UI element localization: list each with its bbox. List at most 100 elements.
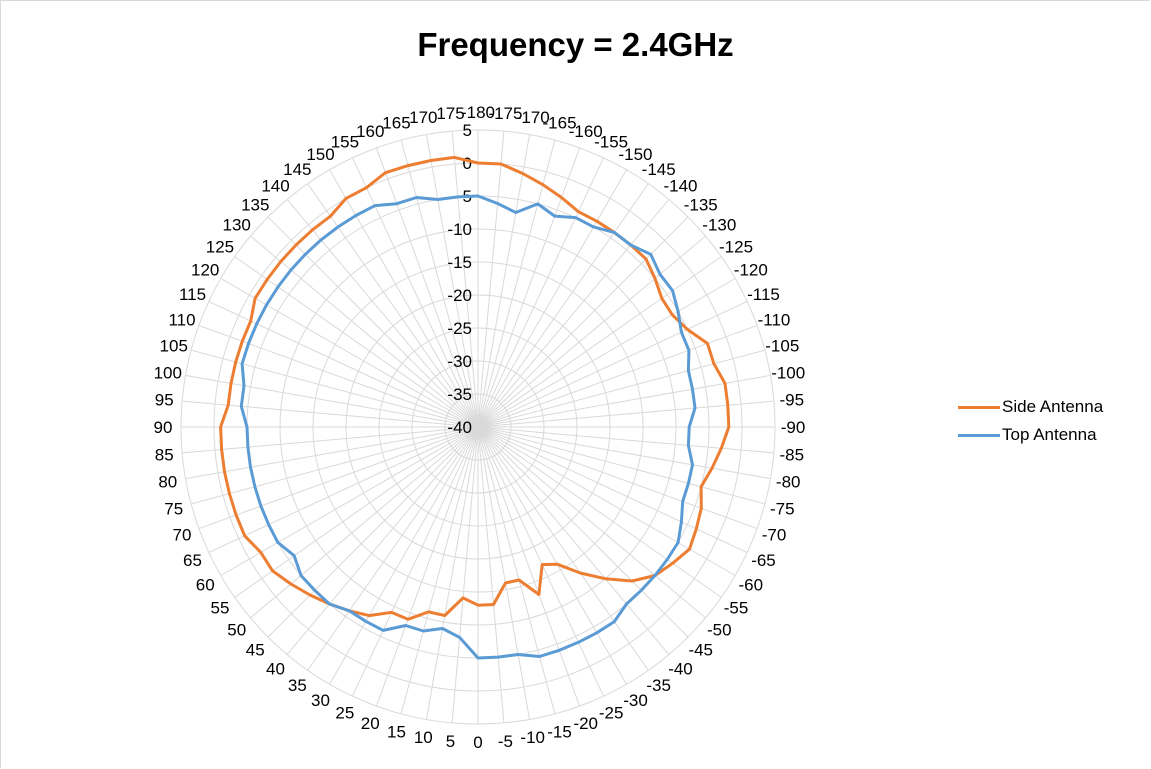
angle-label: -70 bbox=[762, 526, 787, 545]
grid-spoke bbox=[267, 216, 479, 428]
angle-label: -55 bbox=[724, 599, 749, 618]
grid-spoke bbox=[477, 426, 670, 655]
grid-spoke bbox=[477, 235, 706, 428]
angle-label: -105 bbox=[765, 336, 799, 355]
grid-spoke bbox=[250, 235, 479, 428]
grid-spoke bbox=[477, 426, 774, 454]
angle-label: -125 bbox=[719, 237, 753, 256]
grid-spoke bbox=[375, 426, 479, 707]
angle-label: 135 bbox=[241, 195, 269, 214]
angle-label: 85 bbox=[155, 445, 174, 464]
grid-spoke bbox=[477, 426, 649, 671]
legend-swatch-side-antenna bbox=[958, 405, 1000, 409]
grid-spoke bbox=[375, 147, 479, 428]
angle-label: 50 bbox=[227, 620, 246, 639]
grid-spoke bbox=[477, 183, 649, 428]
angle-label: 170 bbox=[409, 108, 437, 127]
radial-tick-label: 5 bbox=[463, 121, 472, 140]
grid-spoke bbox=[477, 426, 604, 697]
angle-label: -145 bbox=[642, 160, 676, 179]
grid-spoke bbox=[477, 349, 766, 428]
angle-label: 130 bbox=[223, 216, 251, 235]
angle-label: 55 bbox=[211, 599, 230, 618]
angle-label: 5 bbox=[446, 732, 455, 751]
grid-spoke bbox=[477, 426, 766, 505]
grid-spoke bbox=[307, 183, 479, 428]
angle-label: -85 bbox=[780, 445, 805, 464]
angle-label: -5 bbox=[498, 732, 513, 751]
grid-spoke bbox=[477, 426, 556, 715]
angle-label: -135 bbox=[684, 195, 718, 214]
grid-spoke bbox=[477, 426, 581, 707]
angle-label: -100 bbox=[771, 363, 805, 382]
angle-label: 15 bbox=[387, 722, 406, 741]
grid-spoke bbox=[477, 256, 722, 428]
radar-grid bbox=[180, 129, 776, 725]
angle-label: -110 bbox=[758, 310, 791, 329]
angle-label: -40 bbox=[668, 659, 693, 678]
grid-spoke bbox=[477, 426, 689, 638]
grid-spoke bbox=[329, 169, 479, 428]
angle-label: -10 bbox=[520, 728, 545, 747]
grid-spoke bbox=[352, 426, 479, 697]
legend-label-top-antenna: Top Antenna bbox=[1002, 425, 1097, 444]
angle-label: -25 bbox=[599, 703, 624, 722]
grid-spoke bbox=[185, 374, 479, 428]
angle-label: 30 bbox=[311, 691, 330, 710]
angle-label: 125 bbox=[206, 237, 234, 256]
angle-label: 105 bbox=[160, 336, 188, 355]
angle-label: 120 bbox=[191, 261, 219, 280]
radial-tick-label: -30 bbox=[447, 352, 472, 371]
angle-label: -115 bbox=[747, 285, 780, 304]
angle-label: 40 bbox=[266, 659, 285, 678]
grid-spoke bbox=[286, 426, 479, 655]
radial-tick-label: -40 bbox=[447, 418, 472, 437]
angle-label: -50 bbox=[707, 620, 732, 639]
grid-spoke bbox=[477, 134, 531, 428]
grid-spoke bbox=[400, 139, 479, 428]
grid-spoke bbox=[477, 426, 531, 720]
series-line-top-antenna bbox=[239, 194, 697, 660]
legend-swatch-top-antenna bbox=[958, 433, 1000, 437]
grid-spoke bbox=[250, 426, 479, 619]
grid-spoke bbox=[352, 157, 479, 428]
grid-spoke bbox=[477, 278, 736, 428]
angle-label: -20 bbox=[573, 714, 598, 733]
grid-spoke bbox=[477, 426, 758, 530]
angle-label: -65 bbox=[751, 551, 776, 570]
radial-tick-label: -35 bbox=[447, 385, 472, 404]
angle-label: 100 bbox=[154, 363, 182, 382]
angle-label: 150 bbox=[306, 145, 334, 164]
angle-label: 90 bbox=[154, 418, 173, 437]
angle-label: -15 bbox=[547, 722, 572, 741]
angle-label: 165 bbox=[382, 114, 410, 133]
angle-label: -160 bbox=[569, 122, 603, 141]
legend-item-top-antenna: Top Antenna bbox=[958, 421, 1103, 449]
series-lines bbox=[219, 155, 731, 660]
grid-spoke bbox=[451, 426, 479, 723]
angle-label: -180 bbox=[461, 103, 495, 122]
grid-spoke bbox=[208, 301, 479, 428]
grid-spoke bbox=[220, 278, 479, 428]
angle-label: -175 bbox=[488, 104, 522, 123]
grid-spoke bbox=[307, 426, 479, 671]
angle-label: -30 bbox=[623, 691, 648, 710]
grid-spoke bbox=[451, 131, 479, 428]
grid-spoke bbox=[477, 199, 670, 428]
grid-spoke bbox=[198, 324, 479, 428]
chart-title: Frequency = 2.4GHz bbox=[417, 26, 734, 63]
grid-spoke bbox=[477, 169, 627, 428]
angle-labels: 0 -5 -10 -15 -20-25-30-35-40-45-50-55-60-65-… bbox=[154, 103, 806, 752]
angle-label: 35 bbox=[288, 676, 307, 695]
radial-tick-label: -15 bbox=[447, 253, 472, 272]
grid-spoke bbox=[400, 426, 479, 715]
angle-label: 75 bbox=[164, 500, 183, 519]
angle-label: 25 bbox=[335, 703, 354, 722]
angle-label: 140 bbox=[261, 177, 289, 196]
legend-item-side-antenna: Side Antenna bbox=[958, 393, 1103, 421]
angle-label: -170 bbox=[516, 108, 550, 127]
grid-spoke bbox=[477, 131, 505, 428]
grid-spoke bbox=[267, 426, 479, 638]
angle-label: 160 bbox=[356, 122, 384, 141]
